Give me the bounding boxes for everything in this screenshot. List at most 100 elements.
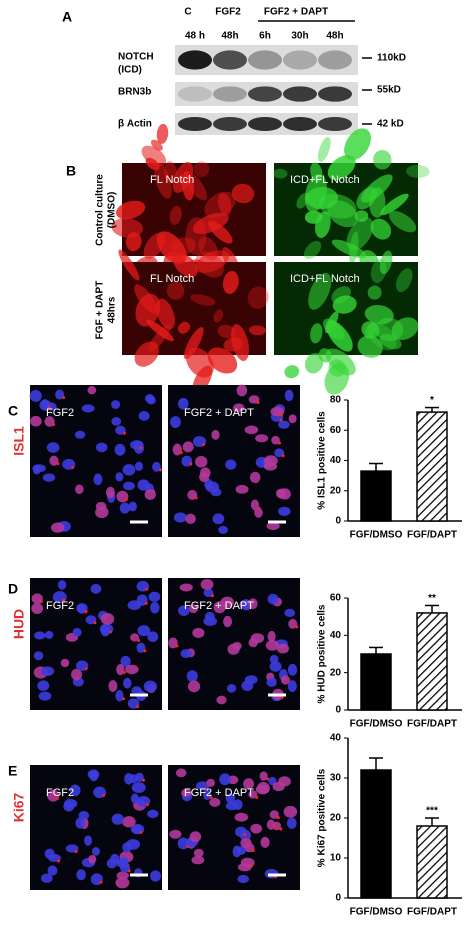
nucleus [34,631,46,640]
panel-label: E [8,763,17,779]
nucleus [209,797,221,807]
nucleus [37,680,50,691]
cell [207,347,238,374]
cell [357,335,383,358]
blot-band [283,50,317,70]
significance: ** [428,593,436,604]
cell [325,311,339,334]
marker-label: HUD [11,609,27,639]
cell [318,193,357,219]
panel-label: B [66,163,76,179]
signal [84,609,88,613]
nucleus [195,456,208,468]
cell [273,168,288,179]
lane-label: 30h [291,31,308,42]
y-tick-label: 0 [335,893,341,904]
nucleus [71,668,83,681]
nucleus [132,824,142,835]
nucleus [269,810,279,819]
signal [143,649,147,653]
nucleus [84,835,93,846]
nucleus [269,654,279,664]
nucleus [136,642,146,653]
nucleus [211,429,220,440]
signal [158,468,162,472]
blot-band [283,116,317,132]
nucleus [114,443,126,456]
nucleus [205,481,220,493]
nucleus [40,399,50,410]
nucleus [147,809,159,819]
row-label: 48hrs [107,296,118,323]
nucleus [248,598,258,610]
nucleus [32,464,41,475]
nucleus [192,627,205,639]
nucleus [284,389,294,402]
signal [136,705,140,709]
signal [278,441,282,445]
nucleus [93,473,103,486]
nucleus [248,395,260,404]
nucleus [147,631,159,642]
nucleus [287,680,297,692]
cell [208,220,233,244]
nucleus [115,472,124,482]
nucleus [49,455,59,466]
nucleus [266,521,280,531]
signal [137,638,141,642]
nucleus [173,512,187,523]
nucleus [200,579,214,590]
y-tick-label: 40 [330,630,342,641]
cell [194,250,230,273]
signal [121,697,125,701]
blot-band [213,116,247,132]
size-label: 110kD [377,53,406,64]
signal [279,418,283,422]
image-label: FGF2 [46,787,74,799]
cell [164,161,177,184]
signal [175,644,179,648]
bar [360,470,392,522]
cell [370,258,387,284]
cell [154,163,172,199]
nucleus [232,403,245,413]
nucleus [278,506,291,517]
nucleus [191,855,205,865]
signal [71,465,75,469]
nucleus [60,658,70,668]
nucleus [47,865,58,876]
cell [231,183,255,204]
nucleus [169,829,182,839]
y-tick-label: 30 [330,773,342,784]
nucleus [278,420,290,429]
nucleus [250,499,259,511]
signal [62,396,66,400]
nucleus [237,863,252,872]
nucleus [95,442,108,453]
signal [279,413,283,417]
signal [123,431,127,435]
x-tick-label: FGF/DAPT [407,719,457,730]
row-label: FGF + DAPT [95,281,106,340]
nucleus [203,588,214,598]
cell [379,250,393,275]
nucleus [105,486,115,499]
signal [62,598,66,602]
nucleus [75,484,84,495]
signal [57,859,61,863]
y-axis-label: % ISL1 positive cells [317,411,328,510]
nucleus [119,863,131,873]
cell [304,353,324,374]
nucleus [74,430,86,439]
cell [364,305,394,325]
signal [273,826,277,830]
nucleus [276,643,290,654]
nucleus [284,608,296,618]
y-tick-label: 40 [330,455,342,466]
cell [186,347,214,378]
nucleus [185,513,196,525]
cell [190,294,216,306]
nucleus [259,771,268,781]
image-label: FL Notch [150,174,194,186]
